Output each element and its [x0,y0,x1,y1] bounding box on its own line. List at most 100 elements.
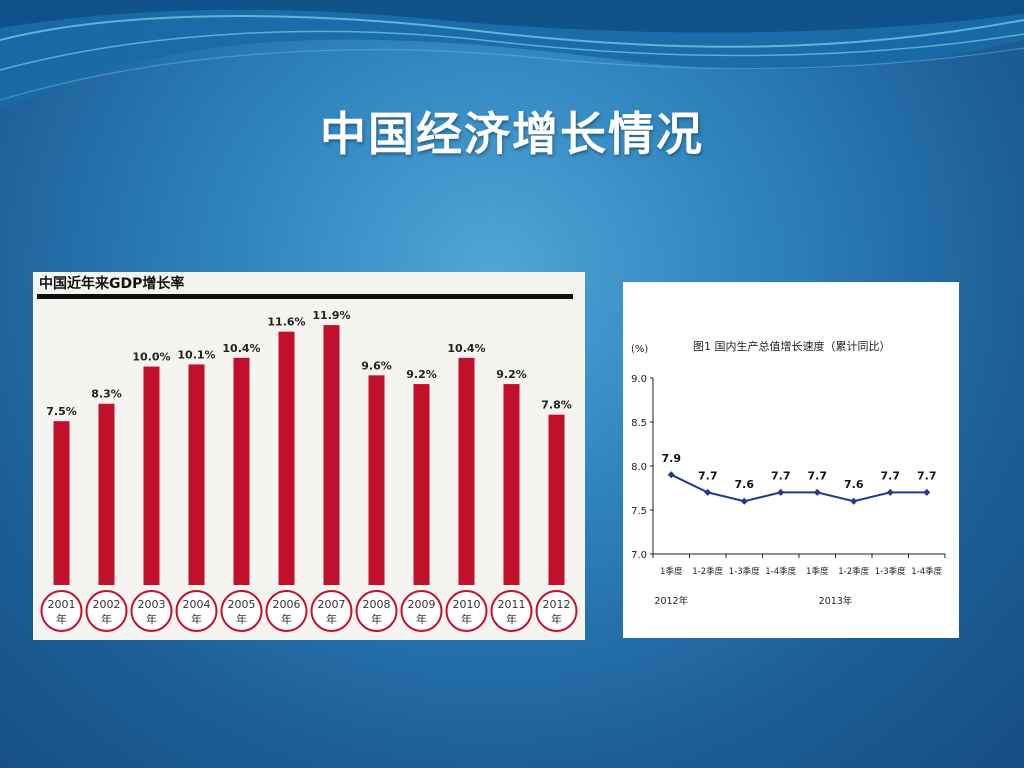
year-badge-suffix: 年 [326,612,337,626]
gdp-bar [458,357,475,585]
bar-chart-title-rule [37,294,573,299]
year-badge-suffix: 年 [416,612,427,626]
year-badge-label: 2011 [498,598,526,611]
year-badge-suffix: 年 [551,612,562,626]
gdp-growth-point [886,488,894,496]
gdp-bar [323,325,340,585]
gdp-bar [503,384,520,585]
line-chart-title: 图1 国内生产总值增长速度（累计同比） [693,339,891,353]
gdp-bar [143,366,160,585]
gdp-growth-value-label: 7.7 [917,469,937,482]
line-chart-category-label: 1-3季度 [875,566,906,577]
gdp-growth-point [740,497,748,505]
gdp-growth-value-label: 7.9 [662,452,682,465]
year-badge [85,590,128,632]
gdp-bar [188,364,205,585]
year-badge-label: 2007 [318,598,346,611]
year-badge-label: 2006 [273,598,301,611]
bar-chart-title: 中国近年来GDP增长率 [39,275,184,292]
gdp-bar-value-label: 11.9% [312,309,350,322]
year-badge-label: 2008 [363,598,391,611]
year-badge-suffix: 年 [281,612,292,626]
gdp-bar [98,403,115,585]
line-chart-ytick-label: 8.0 [631,462,647,473]
gdp-growth-point [923,488,931,496]
year-badge-label: 2010 [453,598,481,611]
year-badge [355,590,398,632]
line-chart-category-label: 1-3季度 [729,566,760,577]
gdp-bar [413,384,430,585]
gdp-bar-value-label: 10.1% [177,348,215,361]
year-badge [445,590,488,632]
gdp-bar-value-label: 9.6% [361,359,392,372]
year-badge-suffix: 年 [461,612,472,626]
gdp-bar-value-label: 7.8% [541,399,572,412]
line-chart-ytick-label: 7.5 [631,506,647,517]
year-badge-label: 2004 [183,598,211,611]
gdp-bar-chart: 中国近年来GDP增长率 7.5%2001年8.3%2002年10.0%2003年… [37,275,578,632]
gdp-growth-point [667,471,675,479]
gdp-growth-value-label: 7.6 [844,478,864,491]
gdp-bar-value-label: 9.2% [496,368,527,381]
gdp-bar-value-label: 10.4% [447,342,485,355]
gdp-bar [53,421,70,585]
line-chart-year-label: 2012年 [654,595,688,607]
year-badge [265,590,308,632]
line-chart-year-label: 2013年 [819,595,853,607]
quarterly-gdp-line-chart-panel: (%) 图1 国内生产总值增长速度（累计同比） 9.0 8.5 8.0 7.5 7.0 7… [623,282,959,638]
gdp-bar-value-label: 10.4% [222,342,260,355]
gdp-bar-chart-panel: 中国近年来GDP增长率 7.5% 2001 年 8.3% 2002 年 10.0% 2003 年… [33,272,585,640]
year-badge-label: 2009 [408,598,436,611]
year-badge [40,590,83,632]
header-wave-decoration [0,0,1024,110]
gdp-bar-value-label: 11.6% [267,316,305,329]
year-badge [400,590,443,632]
year-badge-suffix: 年 [506,612,517,626]
gdp-bar [233,357,250,585]
gdp-bar [278,331,295,585]
slide-title: 中国经济增长情况 [320,107,704,161]
year-badge [310,590,353,632]
year-badge [130,590,173,632]
line-chart-category-label: 1季度 [660,566,683,577]
year-badge-suffix: 年 [101,612,112,626]
gdp-growth-point [704,488,712,496]
year-badge [220,590,263,632]
year-badge-label: 2005 [228,598,256,611]
gdp-growth-value-label: 7.6 [735,478,755,491]
gdp-bar-value-label: 10.0% [132,351,170,364]
gdp-growth-point [813,488,821,496]
line-chart-category-label: 1-4季度 [911,566,942,577]
year-badge [535,590,578,632]
line-chart-ytick-label: 8.5 [631,418,647,429]
gdp-bar [368,375,385,585]
line-chart-category-label: 1-2季度 [838,566,869,577]
year-badge-suffix: 年 [191,612,202,626]
year-badge-label: 2012 [543,598,571,611]
year-badge-suffix: 年 [56,612,67,626]
quarterly-gdp-line-chart: (%) 图1 国内生产总值增长速度（累计同比） 9.0 8.5 8.0 7.5 7.0 7… [631,339,946,607]
line-chart-ytick-label: 7.0 [631,550,647,561]
gdp-bar [548,414,565,585]
year-badge [490,590,533,632]
year-badge-suffix: 年 [146,612,157,626]
gdp-bar-value-label: 8.3% [91,388,122,401]
gdp-growth-value-label: 7.7 [771,469,791,482]
year-badge-label: 2003 [138,598,166,611]
gdp-growth-value-label: 7.7 [881,469,901,482]
gdp-growth-value-label: 7.7 [698,469,718,482]
gdp-growth-point [777,488,785,496]
gdp-bar-value-label: 9.2% [406,368,437,381]
gdp-bar-value-label: 7.5% [46,405,77,418]
year-badge-label: 2001 [48,598,76,611]
year-badge-suffix: 年 [371,612,382,626]
line-chart-ytick-label: 9.0 [631,374,647,385]
line-chart-category-label: 1-4季度 [765,566,796,577]
gdp-growth-series-line [670,473,927,503]
year-badge-suffix: 年 [236,612,247,626]
year-badge-label: 2002 [93,598,121,611]
year-badge [175,590,218,632]
line-chart-category-label: 1-2季度 [692,566,723,577]
gdp-growth-point [850,497,858,505]
line-chart-ylabel: (%) [631,344,648,355]
